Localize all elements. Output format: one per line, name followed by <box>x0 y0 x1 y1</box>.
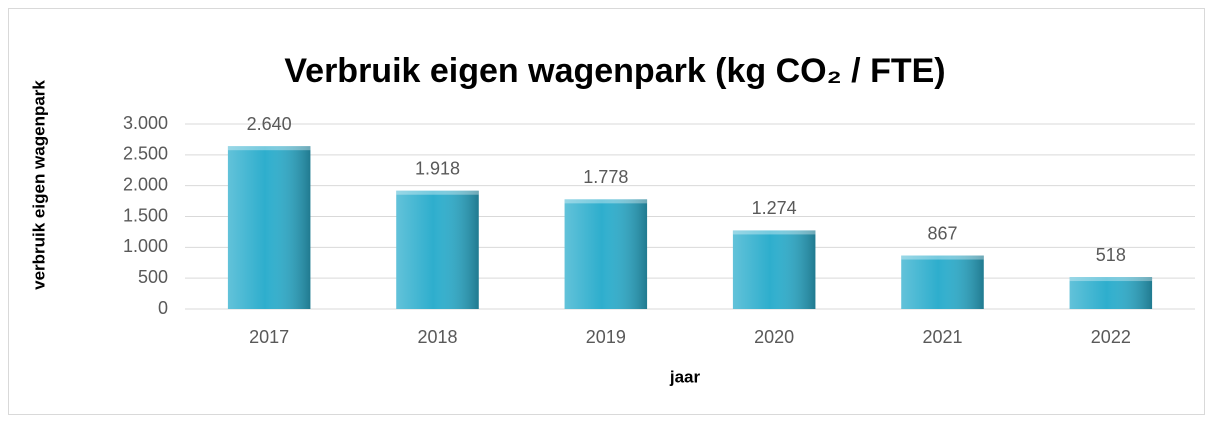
bar <box>227 146 311 309</box>
x-tick-label: 2020 <box>754 327 794 347</box>
bar <box>396 190 479 309</box>
x-tick-label: 2018 <box>417 327 457 347</box>
chart-title: Verbruik eigen wagenpark (kg CO₂ / FTE) <box>284 52 945 90</box>
bar <box>901 255 984 309</box>
value-label: 1.778 <box>583 167 628 187</box>
x-tick-label: 2019 <box>586 327 626 347</box>
value-label: 1.918 <box>415 158 460 178</box>
y-tick-label: 2.500 <box>123 144 168 164</box>
y-tick-label: 3.000 <box>123 113 168 133</box>
x-tick-label: 2017 <box>249 327 289 347</box>
x-axis-title: jaar <box>669 367 701 386</box>
bar <box>564 199 648 309</box>
x-tick-label: 2021 <box>922 327 962 347</box>
value-label: 2.640 <box>247 114 292 134</box>
value-label: 518 <box>1096 245 1126 265</box>
y-tick-label: 1.500 <box>123 205 168 225</box>
x-tick-label: 2022 <box>1091 327 1131 347</box>
value-label: 867 <box>927 223 957 243</box>
y-axis-title: verbruik eigen wagenpark <box>29 80 48 290</box>
y-tick-label: 2.000 <box>123 174 168 194</box>
bar <box>1069 277 1153 309</box>
bar <box>732 230 816 309</box>
y-tick-label: 1.000 <box>123 236 168 256</box>
value-label: 1.274 <box>752 198 797 218</box>
y-tick-label: 500 <box>138 267 168 287</box>
y-tick-label: 0 <box>158 298 168 318</box>
